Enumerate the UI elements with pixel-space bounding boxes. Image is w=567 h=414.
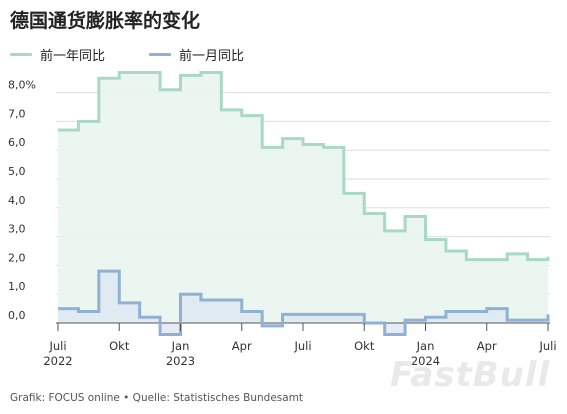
y-tick-label: 6,0	[8, 136, 26, 149]
series-line-yoy	[58, 70, 550, 262]
x-tick-label: Juli	[48, 339, 66, 353]
x-tick-year: 2024	[411, 354, 440, 368]
legend-label-yoy: 前一年同比	[40, 48, 106, 64]
x-tick-year: 2022	[43, 354, 72, 368]
legend-item-mom: 前一月同比	[149, 45, 244, 64]
x-tick-label: Jan	[171, 339, 190, 353]
x-tick-label: Okt	[354, 339, 375, 353]
legend-item-yoy: 前一年同比	[10, 45, 105, 64]
y-tick-label: 8,0%	[8, 79, 36, 92]
y-tick-label: 0,0	[8, 309, 26, 322]
legend-swatch-yoy	[10, 52, 32, 56]
x-tick-label: Juli	[538, 339, 556, 353]
legend-swatch-mom	[149, 52, 172, 56]
y-tick-label: 4,0	[8, 194, 26, 207]
series-line-mom	[58, 269, 550, 337]
x-tick-label: Jan	[416, 339, 435, 353]
watermark-logo: FastBull	[390, 355, 551, 395]
y-tick-label: 5,0	[8, 165, 26, 178]
y-tick-label: 2,0	[8, 251, 26, 264]
chart-title: 德国通货膨胀率的变化	[10, 10, 201, 32]
legend-label-mom: 前一月同比	[179, 48, 245, 64]
x-tick-label: Apr	[477, 339, 497, 353]
y-tick-label: 7,0	[8, 107, 26, 120]
y-tick-label: 3,0	[8, 223, 26, 236]
series-area-yoy	[58, 72, 548, 323]
legend: 前一年同比 前一月同比	[10, 44, 288, 64]
x-tick-label: Juli	[293, 339, 311, 353]
x-tick-label: Okt	[109, 339, 130, 353]
y-tick-label: 1,0	[8, 280, 26, 293]
x-tick-year: 2023	[166, 354, 195, 368]
x-tick-label: Apr	[232, 339, 252, 353]
source-note: Grafik: FOCUS online • Quelle: Statistis…	[10, 392, 304, 404]
